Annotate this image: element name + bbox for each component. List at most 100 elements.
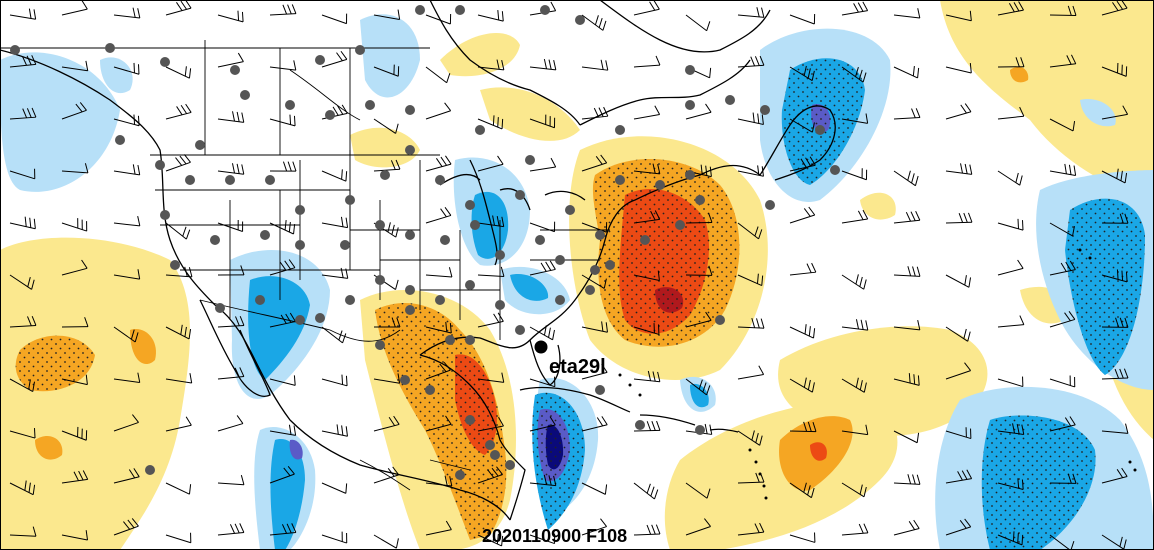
wind-barb-shaft — [737, 274, 762, 287]
wind-barb-shaft — [1049, 318, 1076, 328]
station-marker — [405, 230, 415, 240]
station-marker — [575, 15, 585, 25]
wind-barb-flag — [552, 329, 555, 340]
station-marker — [240, 90, 250, 100]
wind-barb-flag — [812, 421, 817, 432]
wind-barb-flag — [185, 0, 192, 9]
wind-barb-flag — [1012, 531, 1015, 542]
station-marker — [595, 385, 605, 395]
wind-barb-flag — [445, 155, 452, 165]
wind-barb-shaft — [1049, 534, 1071, 550]
wind-barb-shaft — [997, 324, 1024, 328]
wind-barb-flag — [287, 161, 292, 172]
station-marker — [170, 260, 180, 270]
wind-barb-shaft — [269, 378, 296, 386]
wind-barb-shaft — [633, 274, 660, 281]
wind-barb-shaft — [113, 274, 140, 280]
wind-barb-flag — [1068, 311, 1076, 320]
wind-barb-flag — [654, 489, 659, 500]
wind-barb-shaft — [165, 161, 191, 172]
wind-barb-shaft — [581, 371, 608, 380]
wind-barb-shaft — [477, 534, 502, 547]
station-marker — [145, 465, 155, 475]
wind-barb-flag — [185, 229, 191, 240]
wind-barb-flag — [1021, 424, 1025, 435]
station-marker — [695, 425, 705, 435]
caribbean-islands — [519, 386, 739, 433]
wind-barb-flag — [1119, 368, 1124, 379]
island-dots — [618, 248, 1137, 500]
wind-barb-shaft — [477, 163, 504, 172]
wind-barb-flag — [183, 154, 191, 163]
wind-barb-flag — [231, 163, 236, 174]
wind-barb-flag — [553, 59, 557, 70]
wind-barb-flag — [75, 103, 83, 113]
wind-barb-flag — [1072, 5, 1077, 16]
wind-barb-flag — [496, 533, 499, 544]
wind-barb-flag — [283, 467, 291, 477]
wind-barb-shaft — [945, 526, 971, 536]
wind-barb-flag — [1016, 423, 1020, 434]
wind-barb-shaft — [9, 274, 32, 290]
wind-barb-flag — [84, 163, 89, 174]
wind-barb-shaft — [633, 533, 660, 536]
wind-barb-flag — [234, 523, 240, 534]
station-marker — [405, 145, 415, 155]
station-marker — [490, 450, 500, 460]
wind-barb-shaft — [321, 274, 348, 279]
station-marker — [365, 100, 375, 110]
wind-barb-shaft — [529, 118, 555, 129]
wind-barb-flag — [601, 321, 604, 332]
wind-barb-flag — [548, 327, 551, 338]
wind-barb-flag — [654, 210, 661, 220]
wind-barb-flag — [182, 226, 187, 237]
wind-barb-shaft — [997, 267, 1024, 276]
wind-barb-flag — [905, 211, 912, 222]
wind-barb-flag — [446, 73, 451, 83]
wind-barb-flag — [704, 423, 708, 434]
wind-barb-shaft — [425, 529, 452, 536]
station-marker — [455, 470, 465, 480]
station-marker — [315, 313, 325, 323]
wind-barb-shaft — [685, 525, 711, 536]
wind-barb-shaft — [1101, 377, 1129, 380]
wind-barb-flag — [1121, 467, 1128, 477]
wind-barb-shaft — [113, 421, 139, 432]
wind-barb-flag — [910, 211, 916, 221]
wind-barb-flag — [1019, 175, 1023, 186]
wind-barb-shaft — [581, 326, 608, 333]
wind-barb-shaft — [737, 430, 760, 446]
wind-barb-shaft — [217, 61, 244, 68]
wind-barb-flag — [32, 526, 37, 537]
wind-barb-flag — [133, 114, 136, 125]
wind-barb-flag — [916, 474, 921, 485]
station-marker — [465, 415, 475, 425]
wind-barb-shaft — [113, 170, 140, 176]
wind-barb-flag — [26, 108, 32, 118]
wind-barb-shaft — [997, 9, 1024, 16]
wind-barb-shaft — [425, 326, 452, 334]
wind-barb-shaft — [217, 14, 244, 23]
wind-barb-flag — [32, 381, 35, 392]
station-marker — [765, 200, 775, 210]
wind-barb-flag — [912, 266, 916, 277]
wind-barb-shaft — [997, 115, 1024, 120]
station-marker — [485, 440, 495, 450]
wind-barb-shaft — [425, 163, 452, 172]
station-marker — [160, 57, 170, 67]
station-marker — [525, 155, 535, 165]
wind-barb-flag — [340, 216, 344, 227]
wind-barb-shaft — [321, 170, 347, 182]
wind-barb-flag — [756, 318, 760, 329]
wind-barb-flag — [755, 432, 759, 443]
wind-barb-flag — [759, 522, 765, 533]
wind-barb-flag — [24, 480, 27, 491]
wind-barb-shaft — [841, 532, 868, 536]
wind-barb-flag — [1069, 416, 1076, 426]
wind-barb-shaft — [373, 118, 396, 134]
wind-barb-shaft — [945, 326, 969, 342]
wind-barb-flag — [914, 175, 919, 186]
wind-barb-flag — [807, 485, 811, 496]
wind-barb-flag — [751, 430, 755, 441]
wind-barb-flag — [650, 210, 656, 221]
